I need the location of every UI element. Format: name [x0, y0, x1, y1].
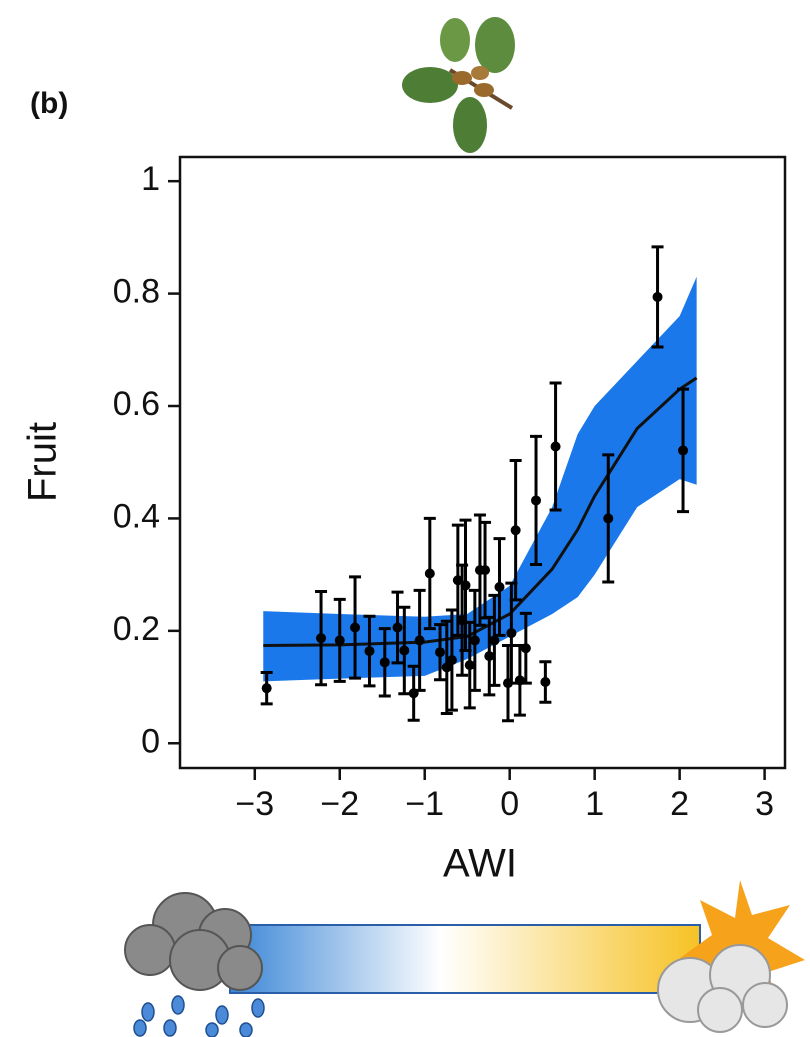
x-tick-label: −3 [235, 785, 274, 823]
data-point [452, 575, 463, 586]
x-tick-label: 2 [670, 785, 689, 823]
data-point [480, 565, 491, 576]
data-point [603, 513, 614, 524]
data-point [506, 628, 517, 639]
y-tick-label: 0.4 [113, 497, 160, 535]
data-point [392, 622, 403, 633]
data-point [494, 582, 505, 593]
data-point [399, 645, 410, 656]
confidence-band [263, 276, 697, 682]
data-point [379, 657, 390, 668]
data-point [469, 635, 480, 646]
data-point [334, 635, 345, 646]
data-point [652, 291, 663, 302]
data-point [441, 662, 452, 673]
oak-icon [402, 17, 515, 153]
data-point [540, 676, 551, 687]
x-tick-label: −2 [320, 785, 359, 823]
y-tick-label: 0.8 [113, 273, 160, 311]
data-point [364, 646, 375, 657]
data-point [484, 651, 495, 662]
x-tick-label: −1 [405, 785, 444, 823]
x-tick-label: 1 [585, 785, 604, 823]
data-point [414, 635, 425, 646]
y-axis-label: Fruit [21, 422, 65, 502]
data-point [261, 683, 272, 694]
data-point [520, 643, 531, 654]
climate-scale [124, 880, 805, 1037]
y-tick-label: 1 [141, 160, 160, 198]
data-point [489, 635, 500, 646]
data-point [510, 525, 521, 536]
x-axis-label: AWI [443, 842, 517, 886]
x-tick-label: 0 [500, 785, 519, 823]
y-tick-label: 0.2 [113, 610, 160, 648]
data-point [316, 633, 327, 644]
data-point [435, 647, 446, 658]
plot-frame [178, 155, 787, 770]
data-point [550, 441, 561, 452]
panel-label: (b) [30, 87, 68, 120]
x-tick-label: 3 [755, 785, 774, 823]
y-tick-label: 0 [141, 722, 160, 760]
data-point [464, 660, 475, 671]
y-tick-label: 0.6 [113, 385, 160, 423]
data-point [424, 568, 435, 579]
data-point [531, 495, 542, 506]
data-point [350, 622, 361, 633]
data-point [460, 580, 471, 591]
data-point [446, 655, 457, 666]
data-point [678, 445, 689, 456]
